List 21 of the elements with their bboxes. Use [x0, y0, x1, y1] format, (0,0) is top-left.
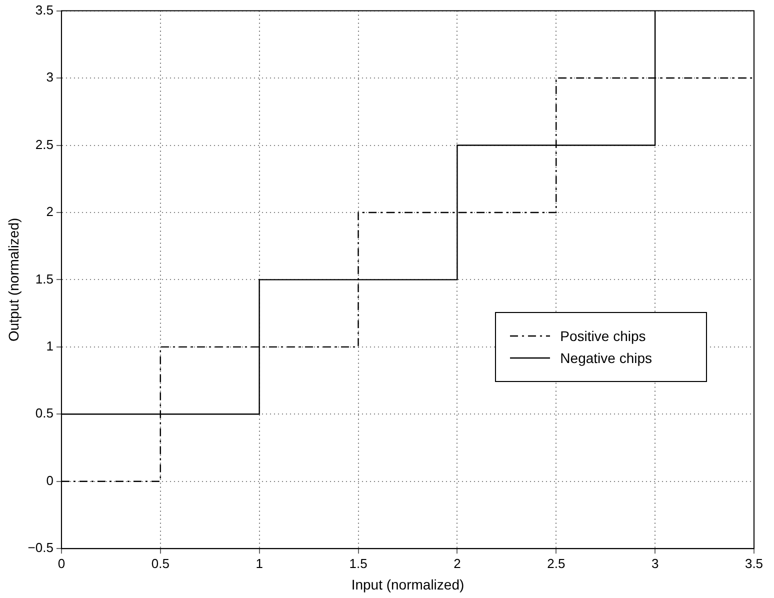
x-tick-label: 0.5: [151, 556, 170, 571]
x-tick-label: 1.5: [349, 556, 368, 571]
y-tick-label: 0: [46, 472, 54, 488]
x-tick-label: 3: [651, 556, 659, 571]
x-tick-label: 2: [454, 556, 461, 571]
y-tick-label: 2: [46, 204, 54, 220]
legend-label: Negative chips: [560, 350, 652, 366]
y-tick-label: 3: [46, 70, 54, 85]
y-axis-title: Output (normalized): [5, 218, 22, 342]
x-tick-label: 0: [58, 556, 66, 571]
y-tick-label: 1: [46, 338, 54, 354]
y-tick-label: 1.5: [35, 271, 54, 286]
y-tick-label: 2.5: [35, 136, 54, 152]
legend-label: Positive chips: [560, 328, 646, 344]
x-tick-label: 2.5: [547, 556, 566, 571]
y-tick-label: −0.5: [28, 540, 54, 556]
y-tick-label: 0.5: [35, 406, 54, 421]
x-axis-title: Input (normalized): [351, 576, 464, 592]
x-tick-label: 1: [256, 556, 263, 571]
y-tick-label: 3.5: [35, 2, 54, 18]
x-tick-label: 3.5: [744, 556, 764, 571]
